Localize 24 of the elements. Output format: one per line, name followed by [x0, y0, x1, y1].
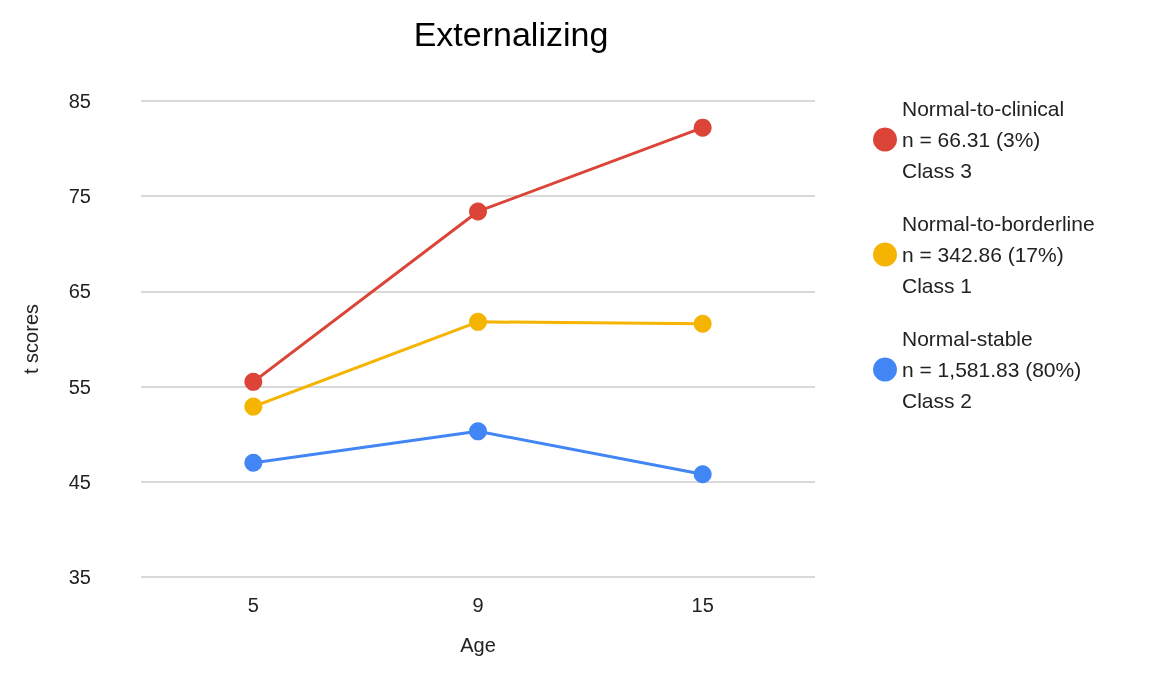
- point: [693, 465, 712, 484]
- x-tick-label: 9: [472, 594, 484, 616]
- y-tick-label: 85: [68, 90, 91, 112]
- point: [469, 312, 487, 331]
- x-tick-label: 15: [691, 594, 714, 616]
- legend-label: Normal-stable n = 1,581.83 (80%) Class 2: [902, 327, 1082, 412]
- y-tick-label: 75: [68, 185, 91, 208]
- legend-label: Normal-to-borderline n = 342.86 (17%) Class 1: [902, 212, 1095, 297]
- x-tick-label: 5: [247, 594, 259, 616]
- y-tick-label: 65: [68, 280, 91, 303]
- point: [244, 372, 263, 391]
- point: [244, 453, 263, 472]
- y-tick-label: 45: [68, 470, 91, 493]
- point: [693, 314, 712, 333]
- point: [244, 397, 263, 416]
- point: [469, 422, 487, 441]
- y-axis-title: t scores: [20, 303, 42, 375]
- chart-title: Externalizing: [413, 15, 609, 53]
- point: [469, 202, 487, 221]
- y-tick-label: 55: [68, 375, 91, 398]
- y-tick-label: 35: [68, 566, 91, 588]
- x-axis-title: Age: [460, 634, 496, 656]
- legend-label: Normal-to-clinical n = 66.31 (3%) Class 3: [902, 97, 1065, 182]
- point: [693, 118, 712, 137]
